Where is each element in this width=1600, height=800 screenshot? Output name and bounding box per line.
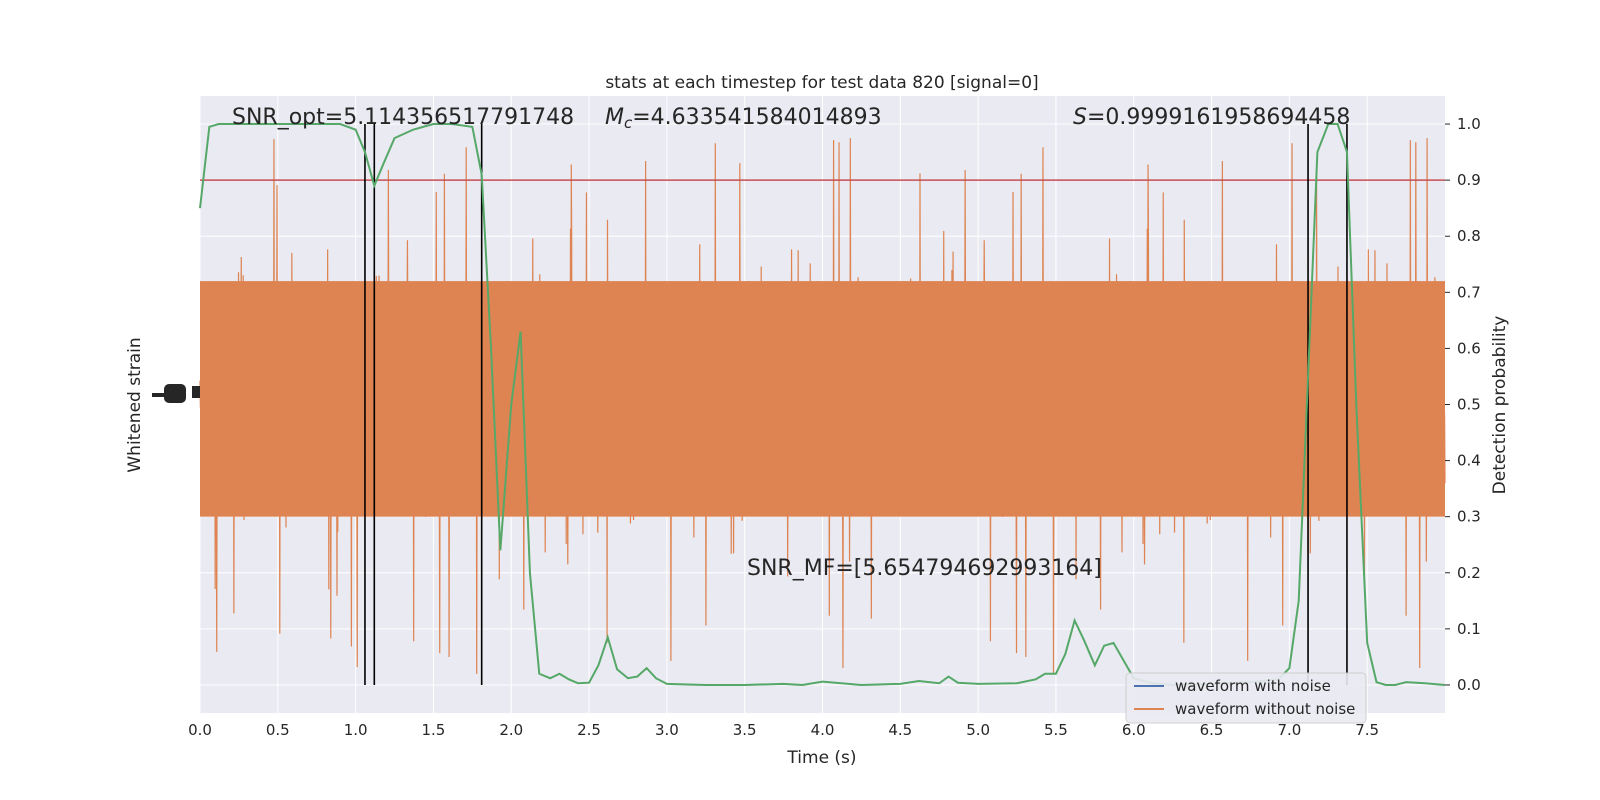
legend-box — [1125, 672, 1367, 724]
annotation-snr-mf: SNR_MF=[5.654794692993164] — [747, 556, 1102, 581]
y-tick-label: 1.0 — [1457, 115, 1481, 133]
x-ticks: 0.0 0.5 1.0 1.5 2.0 2.5 3.0 3.5 4.0 4.5 5.0 5.5 6.0 6… — [188, 721, 1379, 739]
x-tick-label: 2.5 — [577, 721, 601, 739]
x-tick-label: 5.0 — [966, 721, 990, 739]
x-tick-label: 4.0 — [811, 721, 835, 739]
x-tick-label: 7.0 — [1277, 721, 1301, 739]
left-tick-smudge — [152, 384, 200, 403]
legend-label-without-noise: waveform without noise — [1175, 700, 1355, 718]
x-tick-label: 2.0 — [499, 721, 523, 739]
y-axis-label-right: Detection probability — [1490, 316, 1510, 495]
x-tick-label: 0.0 — [188, 721, 212, 739]
series-detection-probability — [199, 123, 1446, 686]
annotation-s: S=0.9999161958694458 — [1073, 105, 1350, 130]
x-tick-label: 4.5 — [888, 721, 912, 739]
annotation-mc: Mc=4.633541584014893 — [605, 105, 882, 132]
legend-label-with-noise: waveform with noise — [1175, 677, 1331, 695]
chart-title: stats at each timestep for test data 820… — [605, 73, 1038, 93]
y-tick-label: 0.9 — [1457, 171, 1481, 189]
y-tick-label: 0.1 — [1457, 620, 1481, 638]
y-tick-label: 0.4 — [1457, 452, 1481, 470]
y-axis-label-left: Whitened strain — [125, 337, 145, 472]
x-axis-label: Time (s) — [786, 748, 856, 768]
x-tick-label: 1.5 — [422, 721, 446, 739]
y-tick-label: 0.2 — [1457, 564, 1481, 582]
y-tick-label: 0.5 — [1457, 396, 1481, 414]
x-tick-label: 0.5 — [266, 721, 290, 739]
x-tick-label: 3.5 — [733, 721, 757, 739]
y-tick-label: 0.0 — [1457, 676, 1481, 694]
y-tick-label: 0.3 — [1457, 508, 1481, 526]
x-tick-label: 5.5 — [1044, 721, 1068, 739]
x-tick-label: 3.0 — [655, 721, 679, 739]
x-tick-label: 6.5 — [1200, 721, 1224, 739]
x-tick-label: 6.0 — [1122, 721, 1146, 739]
series-waveform-without-noise — [199, 138, 1446, 674]
vertical-lines — [364, 124, 1348, 685]
x-tick-label: 7.5 — [1355, 721, 1379, 739]
x-tick-label: 1.0 — [344, 721, 368, 739]
annotation-snr-opt: SNR_opt=5.114356517791748 — [232, 105, 574, 130]
y-tick-label: 0.6 — [1457, 339, 1481, 357]
y-tick-label: 0.8 — [1457, 227, 1481, 245]
legend: waveform with noise waveform without noi… — [1125, 672, 1367, 724]
y-ticks-right: 0.0 0.1 0.2 0.3 0.4 0.5 0.6 0.7 0.8 0.9 1.0 — [1445, 115, 1481, 694]
noise-trace — [199, 138, 1446, 674]
y-tick-label: 0.7 — [1457, 283, 1481, 301]
